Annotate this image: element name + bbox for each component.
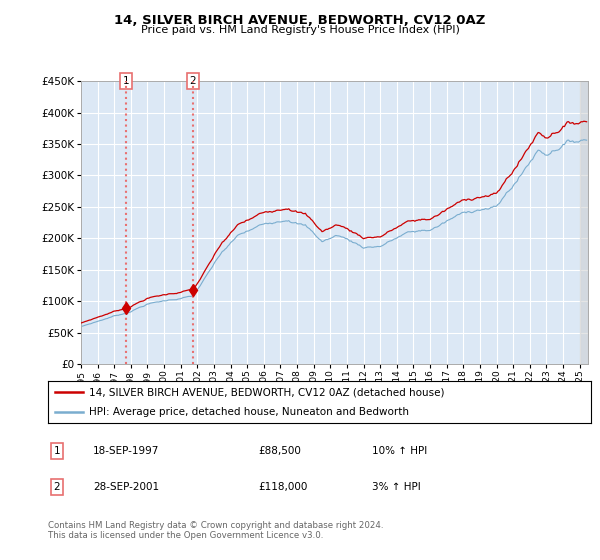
Text: 3% ↑ HPI: 3% ↑ HPI xyxy=(372,482,421,492)
Text: £118,000: £118,000 xyxy=(258,482,307,492)
Text: 10% ↑ HPI: 10% ↑ HPI xyxy=(372,446,427,456)
Text: Contains HM Land Registry data © Crown copyright and database right 2024.
This d: Contains HM Land Registry data © Crown c… xyxy=(48,521,383,540)
Text: 1: 1 xyxy=(123,76,130,86)
Text: 1: 1 xyxy=(53,446,61,456)
Text: HPI: Average price, detached house, Nuneaton and Bedworth: HPI: Average price, detached house, Nune… xyxy=(89,407,409,417)
Bar xyxy=(580,81,588,364)
Text: 14, SILVER BIRCH AVENUE, BEDWORTH, CV12 0AZ (detached house): 14, SILVER BIRCH AVENUE, BEDWORTH, CV12 … xyxy=(89,387,444,397)
Text: 28-SEP-2001: 28-SEP-2001 xyxy=(93,482,159,492)
Text: 2: 2 xyxy=(190,76,196,86)
Text: Price paid vs. HM Land Registry's House Price Index (HPI): Price paid vs. HM Land Registry's House … xyxy=(140,25,460,35)
Text: 2: 2 xyxy=(53,482,61,492)
Text: £88,500: £88,500 xyxy=(258,446,301,456)
Text: 14, SILVER BIRCH AVENUE, BEDWORTH, CV12 0AZ: 14, SILVER BIRCH AVENUE, BEDWORTH, CV12 … xyxy=(115,14,485,27)
Text: 18-SEP-1997: 18-SEP-1997 xyxy=(93,446,160,456)
